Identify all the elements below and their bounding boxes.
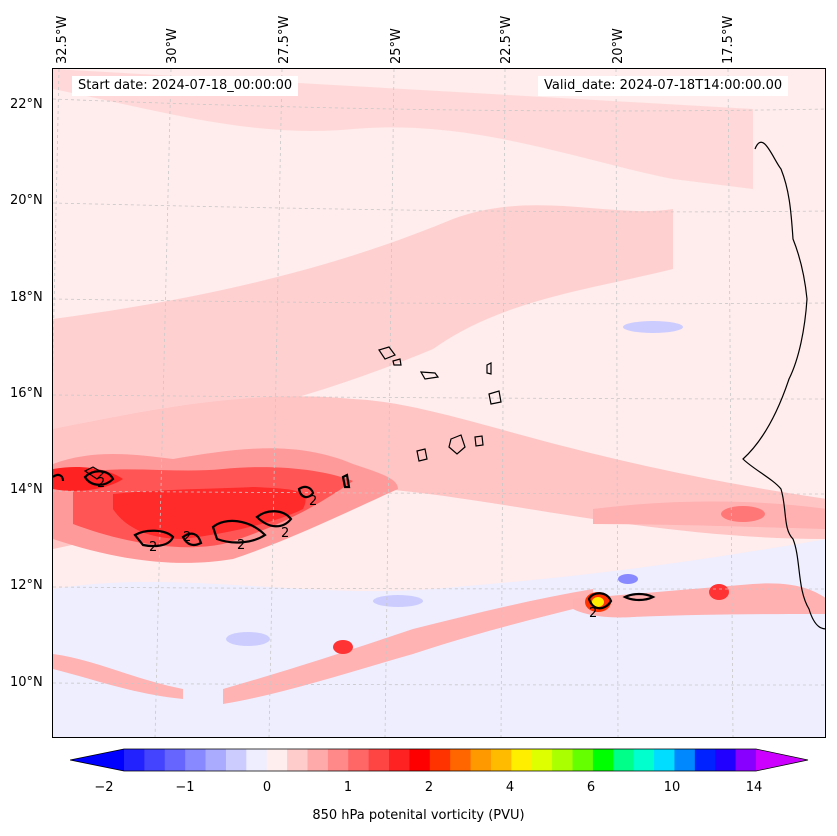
contour-label: 2	[309, 494, 317, 509]
colorbar-cell	[470, 749, 492, 771]
colorbar-cell	[654, 749, 675, 771]
contour-label: 2	[183, 530, 191, 545]
colorbar-cell	[307, 749, 329, 771]
colorbar-extend-min	[70, 749, 124, 771]
colorbar-cell	[164, 749, 186, 771]
lon-label-27-5w: 27.5°W	[277, 15, 292, 64]
colorbar-cell	[225, 749, 247, 771]
lat-label-16n: 16°N	[10, 386, 43, 401]
lat-label-14n: 14°N	[10, 482, 43, 497]
colorbar-cell	[327, 749, 349, 771]
colorbar-cell	[715, 749, 737, 771]
lat-label-12n: 12°N	[10, 578, 43, 593]
colorbar-cell	[511, 749, 533, 771]
lat-label-20n: 20°N	[10, 193, 43, 208]
colorbar-cell	[124, 749, 145, 771]
colorbar-cell	[389, 749, 410, 771]
colorbar-cell	[613, 749, 635, 771]
lon-label-17-5w: 17.5°W	[721, 15, 736, 64]
colorbar	[70, 748, 809, 772]
pv-field: 2 2 2 2 2 2 2	[53, 69, 825, 737]
contour-label: 2	[149, 540, 157, 555]
colorbar-cell	[205, 749, 227, 771]
colorbar-cell	[409, 749, 431, 771]
colorbar-tick-0: 0	[262, 780, 272, 795]
lon-label-20w: 20°W	[611, 28, 626, 64]
colorbar-cell	[185, 749, 207, 771]
contour-label: 2	[281, 526, 289, 541]
colorbar-cell	[572, 749, 594, 771]
colorbar-label: 850 hPa potenital vorticity (PVU)	[312, 808, 525, 823]
colorbar-cell	[266, 749, 288, 771]
colorbar-cell	[552, 749, 574, 771]
contour-label: 2	[237, 538, 245, 553]
valid-date-label: Valid_date: 2024-07-18T14:00:00.00	[538, 76, 789, 96]
colorbar-tick-10: 10	[663, 780, 681, 795]
lat-label-18n: 18°N	[10, 290, 43, 305]
lon-label-25w: 25°W	[389, 28, 404, 64]
lon-label-22-5w: 22.5°W	[499, 15, 514, 64]
colorbar-tick-1: 1	[343, 780, 353, 795]
lat-label-22n: 22°N	[10, 97, 43, 112]
map-panel[interactable]: 2 2 2 2 2 2 2	[52, 68, 826, 738]
contour-label: 2	[589, 606, 597, 621]
colorbar-cell	[531, 749, 553, 771]
lon-label-32-5w: 32.5°W	[55, 15, 70, 64]
colorbar-cell	[490, 749, 512, 771]
colorbar-cell	[450, 749, 472, 771]
colorbar-tick-2: 2	[424, 780, 434, 795]
colorbar-cell	[287, 749, 308, 771]
contour-label: 2	[97, 476, 105, 491]
colorbar-cell	[144, 749, 166, 771]
start-date-label: Start date: 2024-07-18_00:00:00	[72, 76, 299, 96]
colorbar-tick-4: 4	[505, 780, 515, 795]
lon-label-30w: 30°W	[165, 28, 180, 64]
colorbar-tick-6: 6	[586, 780, 596, 795]
colorbar-cell	[246, 749, 268, 771]
colorbar-cell	[368, 749, 390, 771]
colorbar-cell	[592, 749, 614, 771]
colorbar-extend-max	[756, 749, 808, 771]
colorbar-cell	[633, 749, 655, 771]
colorbar-tick-neg2: −2	[94, 780, 114, 795]
colorbar-tick-14: 14	[745, 780, 763, 795]
colorbar-cell	[429, 749, 451, 771]
colorbar-cell	[348, 749, 370, 771]
colorbar-cell	[694, 749, 716, 771]
lat-label-10n: 10°N	[10, 675, 43, 690]
colorbar-tick-neg1: −1	[175, 780, 195, 795]
colorbar-cell	[735, 749, 757, 771]
colorbar-cell	[674, 749, 696, 771]
colorbar-outline	[70, 748, 809, 772]
